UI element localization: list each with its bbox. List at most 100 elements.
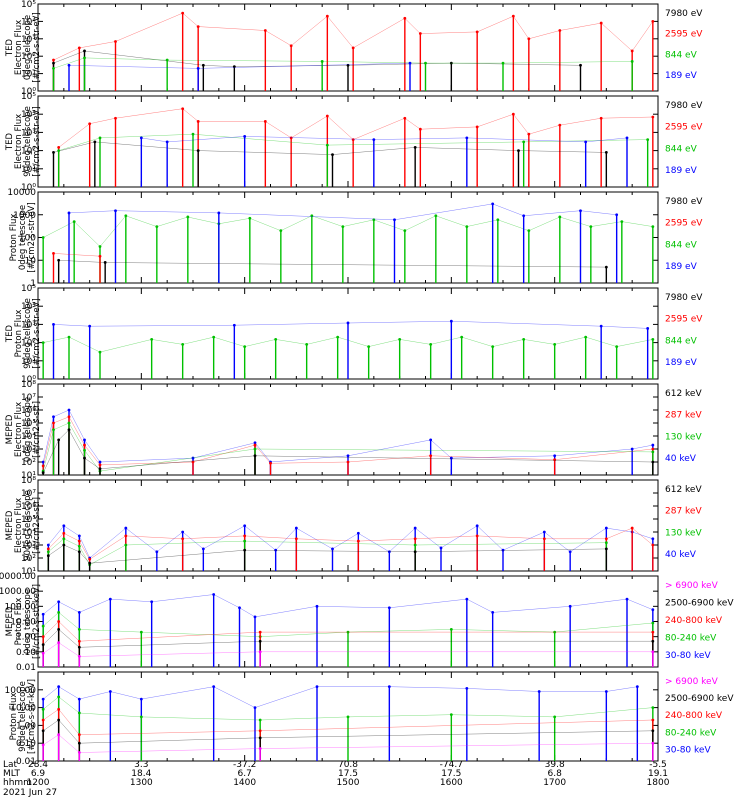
series-trace xyxy=(48,538,607,566)
data-point xyxy=(41,743,45,747)
panel-3: 1 10 100 1000 10000 Proton Flux 0deg telescope… xyxy=(7,188,703,289)
y-axis-label: [#/cm2-s-str-eV] xyxy=(32,106,42,176)
y-tick-label: 10⁴ xyxy=(21,17,36,27)
y-tick-label: 10⁴ xyxy=(21,110,36,120)
data-point xyxy=(604,541,608,545)
series-4 xyxy=(52,252,102,283)
series-trace xyxy=(68,203,617,221)
legend-entry: 612 keV xyxy=(665,485,702,495)
y-axis-label: 0deg telescope xyxy=(23,15,33,80)
x-tick-label: -5.5 xyxy=(649,760,667,770)
y-axis-label: [#/cm2-s-str-keV] xyxy=(27,679,37,754)
data-point xyxy=(651,630,655,634)
series-trace xyxy=(48,544,607,564)
series-trace xyxy=(43,215,653,247)
series-1 xyxy=(46,524,655,571)
legend-entry: 2595 eV xyxy=(665,219,703,229)
data-point xyxy=(651,115,655,119)
y-tick-label: 0.01 xyxy=(16,757,36,767)
legend-entry: 2595 eV xyxy=(665,315,703,325)
y-axis-label: 0deg telescope xyxy=(18,205,28,270)
legend-entry: 189 eV xyxy=(665,358,698,368)
legend-entry: 130 keV xyxy=(665,432,702,442)
series-1 xyxy=(57,107,655,187)
data-point xyxy=(651,337,655,341)
series-trace xyxy=(43,594,653,618)
x-tick-label: 6.9 xyxy=(31,769,46,779)
y-tick-label: 10⁶ xyxy=(21,502,36,512)
legend-entry: 40 keV xyxy=(665,550,697,560)
panel-2: 10⁰ 10¹ 10² 10³ 10⁴ 10⁵ TED Electron Flux 90deg … xyxy=(5,92,703,193)
data-point xyxy=(651,225,655,229)
y-tick-label: 10² xyxy=(21,52,36,62)
y-axis-label: 90deg telescope xyxy=(23,298,33,369)
series-trace xyxy=(42,409,653,463)
data-point xyxy=(52,61,55,65)
y-tick-label: 10⁴ xyxy=(21,528,36,538)
y-axis-label: TED xyxy=(5,38,15,57)
x-row-label: Lat xyxy=(3,760,18,770)
legend-entry: 7980 eV xyxy=(665,197,703,207)
x-tick-label: 1200 xyxy=(27,778,50,788)
y-axis-label: TED xyxy=(5,324,15,343)
series-4 xyxy=(67,61,412,91)
y-tick-label: 10¹ xyxy=(21,165,36,175)
legend-entry: 130 keV xyxy=(665,528,702,538)
legend-entry: 844 eV xyxy=(665,336,698,346)
series-3 xyxy=(57,132,650,187)
data-point xyxy=(651,741,655,745)
y-tick-label: 1.00 xyxy=(16,633,36,643)
y-tick-label: 10³ xyxy=(21,128,36,138)
legend-entry: 844 eV xyxy=(665,240,698,250)
data-point xyxy=(57,149,61,153)
x-tick-label: 28.4 xyxy=(28,760,48,770)
data-point xyxy=(41,464,45,468)
y-tick-label: 10⁰ xyxy=(21,183,36,193)
series-trace xyxy=(53,12,654,61)
x-row-label: MLT xyxy=(3,769,21,779)
series-3 xyxy=(57,258,608,283)
plot-frame xyxy=(37,95,659,188)
y-tick-label: 10¹ xyxy=(21,567,36,577)
legend-entry: 240-800 keV xyxy=(665,711,723,721)
series-1 xyxy=(41,685,639,761)
y-tick-label: 100.00 xyxy=(5,602,37,612)
y-axis-label: Electron Flux xyxy=(14,402,24,457)
y-tick-label: 0.10 xyxy=(16,739,36,749)
series-trace xyxy=(43,719,653,744)
series-1 xyxy=(41,214,655,283)
y-tick-label: 100.00 xyxy=(5,686,37,696)
legend-entry: 844 eV xyxy=(665,50,698,60)
series-2 xyxy=(52,140,608,187)
y-tick-label: 10² xyxy=(21,458,36,468)
legend-entry: 844 eV xyxy=(665,144,698,154)
series-2 xyxy=(67,202,619,283)
plot-frame xyxy=(37,191,659,284)
y-axis-label: TED xyxy=(5,132,15,151)
x-tick-label: 1800 xyxy=(647,778,670,788)
y-axis-label: Proton Flux xyxy=(9,693,19,741)
series-trace xyxy=(43,708,653,735)
data-point xyxy=(98,254,102,258)
legend-entry: 2500-6900 keV xyxy=(665,599,734,609)
series-trace xyxy=(48,527,653,560)
legend-entry: 30-80 keV xyxy=(665,651,711,661)
y-tick-label: 10⁷ xyxy=(21,393,36,403)
x-tick-label: -74.7 xyxy=(440,760,463,770)
series-trace xyxy=(43,686,638,708)
x-tick-label: 1700 xyxy=(543,778,566,788)
y-tick-label: 10⁵ xyxy=(21,419,36,429)
y-tick-label: 10⁴ xyxy=(21,302,36,312)
y-tick-label: 10⁰ xyxy=(21,87,36,97)
y-axis-label: [#/cm2-s-str-eV] xyxy=(32,12,42,82)
y-tick-label: 10⁷ xyxy=(21,489,36,499)
legend-entry: 40 keV xyxy=(665,454,697,464)
data-point xyxy=(625,136,629,140)
series-3 xyxy=(46,537,608,571)
panel-1: 10⁰ 10¹ 10² 10³ 10⁴ 10⁵ TED Electron Flux 0deg t… xyxy=(5,0,703,97)
y-axis-label: MEPED xyxy=(5,510,15,540)
data-point xyxy=(41,341,45,344)
y-axis-label: Electron Flux xyxy=(14,114,24,169)
y-axis-label: Proton Flux xyxy=(9,214,19,262)
plot-frame xyxy=(37,479,659,572)
